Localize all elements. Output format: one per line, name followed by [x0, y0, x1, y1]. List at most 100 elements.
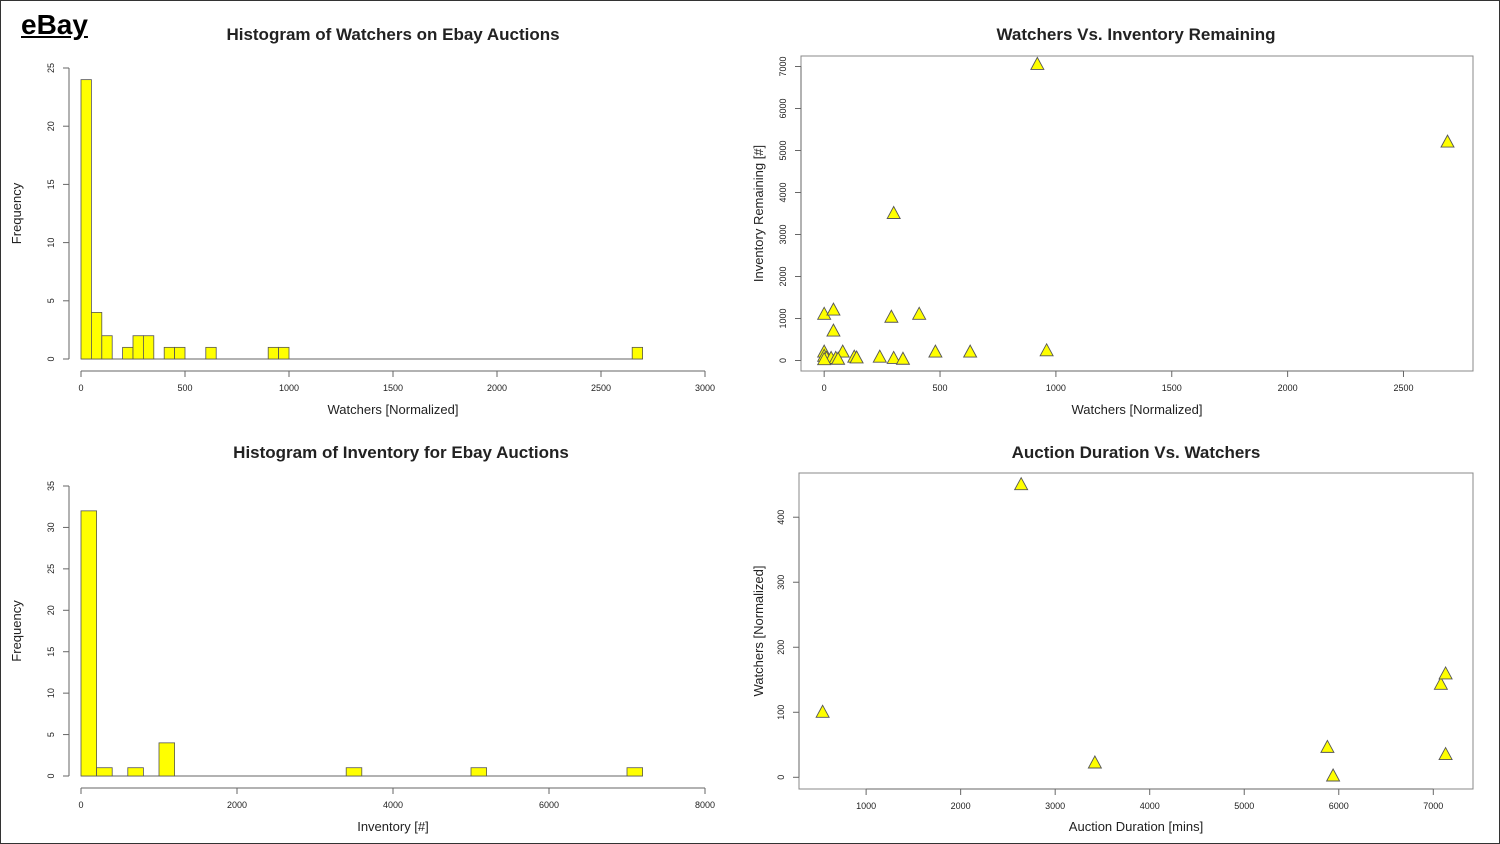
y-tick-label: 4000	[778, 182, 788, 202]
scatter-point	[872, 349, 888, 363]
plot-frame	[800, 55, 1474, 372]
histogram-bar	[80, 510, 97, 777]
x-tick-label: 1500	[1162, 383, 1182, 393]
x-tick-label: 1000	[1046, 383, 1066, 393]
y-tick-label: 0	[46, 356, 56, 361]
scatter-point	[1039, 342, 1054, 357]
y-tick-label: 10	[46, 688, 56, 698]
scatter-point	[816, 351, 832, 366]
histogram-bar	[345, 767, 363, 777]
x-axis-label: Watchers [Normalized]	[1072, 402, 1203, 417]
scatter-point	[1440, 134, 1455, 148]
scatter-point	[1438, 746, 1453, 760]
scatter-point	[886, 350, 901, 364]
x-tick-label: 0	[78, 383, 83, 393]
histogram-bar	[122, 346, 134, 360]
histogram-bar	[267, 346, 280, 360]
y-tick-label: 300	[776, 575, 786, 590]
y-axis-label: Frequency	[9, 182, 24, 244]
x-tick-label: 500	[177, 383, 192, 393]
histogram-bar	[91, 312, 103, 360]
x-tick-label: 3000	[1045, 801, 1065, 811]
x-tick-label: 2000	[1278, 383, 1298, 393]
histogram-bar	[101, 335, 113, 360]
scatter-point	[911, 306, 927, 320]
x-tick-label: 4000	[1140, 801, 1160, 811]
scatter-point	[1433, 676, 1449, 690]
chart-3: Histogram of Inventory for Ebay Auctions…	[9, 443, 715, 834]
chart-1: Histogram of Watchers on Ebay Auctions Wa…	[9, 25, 715, 417]
scatter-point	[884, 309, 899, 323]
x-tick-label: 1000	[856, 801, 876, 811]
chart-4: Auction Duration Vs. Watchers Auction Dur…	[751, 443, 1474, 834]
y-tick-label: 10	[46, 238, 56, 248]
x-tick-label: 2000	[487, 383, 507, 393]
y-tick-label: 30	[46, 522, 56, 532]
y-tick-label: 5	[46, 732, 56, 737]
y-tick-label: 15	[46, 179, 56, 189]
scatter-point	[826, 302, 841, 316]
y-tick-label: 0	[778, 358, 788, 363]
scatter-point	[1320, 739, 1335, 753]
x-axis-label: Watchers [Normalized]	[328, 402, 459, 417]
y-tick-label: 25	[46, 63, 56, 73]
y-tick-label: 25	[46, 564, 56, 574]
scatter-point	[849, 350, 864, 364]
y-tick-label: 0	[776, 775, 786, 780]
chart-title: Auction Duration Vs. Watchers	[1012, 443, 1261, 462]
histogram-bar	[174, 346, 186, 360]
x-tick-label: 2500	[591, 383, 611, 393]
y-tick-label: 1000	[778, 308, 788, 328]
scatter-point	[886, 205, 901, 219]
histogram-bar	[96, 767, 113, 777]
histogram-bar	[158, 742, 175, 777]
histogram-bar	[142, 335, 155, 360]
y-tick-label: 400	[776, 510, 786, 525]
scatter-point	[1013, 476, 1029, 491]
histogram-bar	[80, 79, 92, 360]
y-tick-label: 6000	[778, 98, 788, 118]
x-tick-label: 8000	[695, 800, 715, 810]
scatter-point	[1325, 768, 1341, 782]
scatter-point	[1087, 755, 1103, 769]
x-axis-label: Auction Duration [mins]	[1069, 819, 1203, 834]
x-tick-label: 2500	[1393, 383, 1413, 393]
histogram-bar	[626, 767, 644, 777]
x-tick-label: 0	[78, 800, 83, 810]
x-tick-label: 5000	[1234, 801, 1254, 811]
histogram-bar	[205, 346, 217, 360]
x-tick-label: 1000	[279, 383, 299, 393]
y-tick-label: 2000	[778, 266, 788, 286]
scatter-point	[826, 323, 841, 337]
x-tick-label: 0	[822, 383, 827, 393]
scatter-point	[830, 351, 846, 365]
x-tick-label: 6000	[539, 800, 559, 810]
scatter-point	[895, 351, 911, 365]
y-tick-label: 200	[776, 640, 786, 655]
x-tick-label: 500	[933, 383, 948, 393]
y-tick-label: 20	[46, 605, 56, 615]
chart-title: Histogram of Watchers on Ebay Auctions	[226, 25, 559, 44]
y-tick-label: 15	[46, 647, 56, 657]
y-tick-label: 5000	[778, 140, 788, 160]
histogram-bar	[163, 346, 175, 360]
y-tick-label: 5	[46, 298, 56, 303]
y-axis-label: Frequency	[9, 600, 24, 662]
y-tick-label: 100	[776, 705, 786, 720]
chart-title: Watchers Vs. Inventory Remaining	[997, 25, 1276, 44]
x-tick-label: 6000	[1329, 801, 1349, 811]
histogram-bar	[278, 346, 290, 360]
x-tick-label: 2000	[227, 800, 247, 810]
x-axis-label: Inventory [#]	[357, 819, 429, 834]
y-tick-label: 7000	[778, 56, 788, 76]
y-tick-label: 35	[46, 481, 56, 491]
histogram-bar	[127, 767, 144, 777]
chart-2: Watchers Vs. Inventory Remaining Watchers…	[751, 25, 1474, 417]
histogram-bar	[132, 335, 144, 360]
y-tick-label: 20	[46, 121, 56, 131]
scatter-point	[1030, 56, 1045, 70]
y-axis-label: Inventory Remaining [#]	[751, 145, 766, 282]
x-tick-label: 3000	[695, 383, 715, 393]
